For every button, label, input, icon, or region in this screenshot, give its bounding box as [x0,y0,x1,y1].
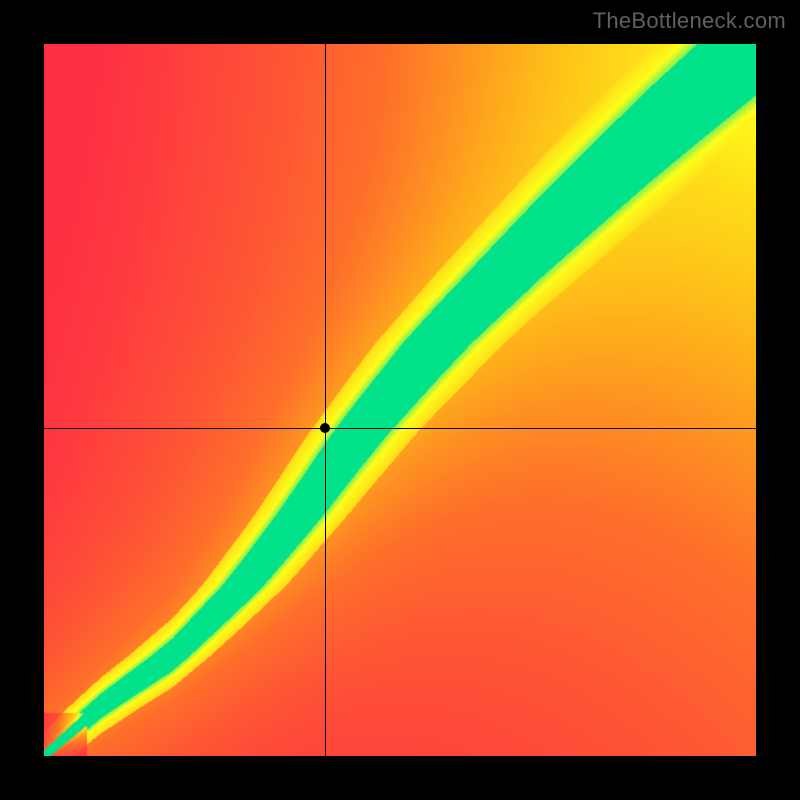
heatmap-canvas [44,44,756,756]
chart-container: TheBottleneck.com [0,0,800,800]
crosshair-vertical [325,44,326,756]
crosshair-marker-dot [320,423,330,433]
plot-area [44,44,756,756]
crosshair-horizontal [44,428,756,429]
watermark-text: TheBottleneck.com [593,8,786,34]
